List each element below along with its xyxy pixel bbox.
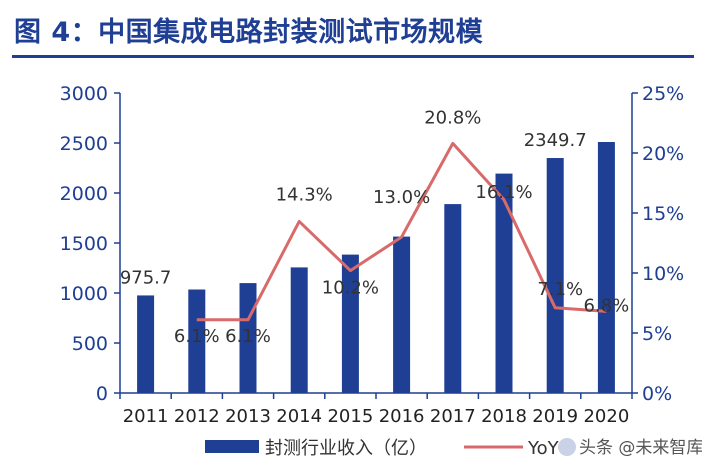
yoy-line [196, 141, 607, 322]
right-tick-label: 15% [642, 203, 684, 225]
x-tick-label: 2011 [123, 406, 169, 427]
legend-line-label: YoY [527, 438, 560, 459]
right-tick-label: 25% [642, 83, 684, 105]
x-tick-label: 2013 [225, 406, 271, 427]
legend-bar-label: 封测行业收入（亿） [265, 438, 427, 459]
bar [137, 295, 155, 393]
figure-title: 图 4：中国集成电路封装测试市场规模 [14, 17, 484, 48]
x-tick-label: 2017 [430, 406, 476, 427]
x-tick-label: 2014 [276, 406, 322, 427]
bar [546, 158, 564, 393]
yoy-data-label: 7.1% [537, 279, 583, 300]
title-underline [12, 55, 694, 58]
x-tick-label: 2015 [327, 406, 373, 427]
toutiao-logo-icon [558, 438, 576, 456]
watermark-text: 头条 @未来智库 [579, 438, 702, 458]
left-tick-label: 3000 [60, 83, 108, 105]
watermark: 头条 @未来智库 [558, 433, 702, 458]
yoy-data-label: 6.1% [174, 326, 220, 347]
bar [188, 289, 206, 393]
yoy-data-label: 20.8% [424, 107, 481, 128]
yoy-data-label: 13.0% [373, 187, 430, 208]
bar-data-label: 2349.7 [524, 130, 587, 151]
bar [597, 142, 615, 393]
x-tick-label: 2020 [583, 406, 629, 427]
right-tick-label: 0% [642, 383, 672, 405]
yoy-data-label: 14.3% [276, 184, 333, 205]
right-tick-label: 20% [642, 143, 684, 165]
yoy-data-label: 6.8% [584, 295, 630, 316]
bar-data-label: 975.7 [120, 267, 172, 288]
bar [444, 204, 462, 393]
bar [290, 267, 308, 393]
bar [341, 254, 359, 393]
x-tick-label: 2016 [379, 406, 425, 427]
right-tick-label: 5% [642, 323, 672, 345]
left-tick-label: 1000 [60, 283, 108, 305]
yoy-data-label: 16.1% [475, 182, 532, 203]
bar [495, 173, 513, 393]
left-tick-label: 500 [72, 333, 108, 355]
yoy-data-label: 6.1% [225, 326, 271, 347]
yoy-data-label: 10.2% [322, 278, 379, 299]
legend-bar-swatch [205, 440, 259, 453]
left-tick-label: 1500 [60, 233, 108, 255]
x-tick-label: 2018 [481, 406, 527, 427]
x-tick-label: 2012 [174, 406, 220, 427]
left-tick-label: 2000 [60, 183, 108, 205]
bar [393, 236, 411, 393]
right-tick-label: 10% [642, 263, 684, 285]
left-tick-label: 0 [96, 383, 108, 405]
x-tick-label: 2019 [532, 406, 578, 427]
left-tick-label: 2500 [60, 133, 108, 155]
